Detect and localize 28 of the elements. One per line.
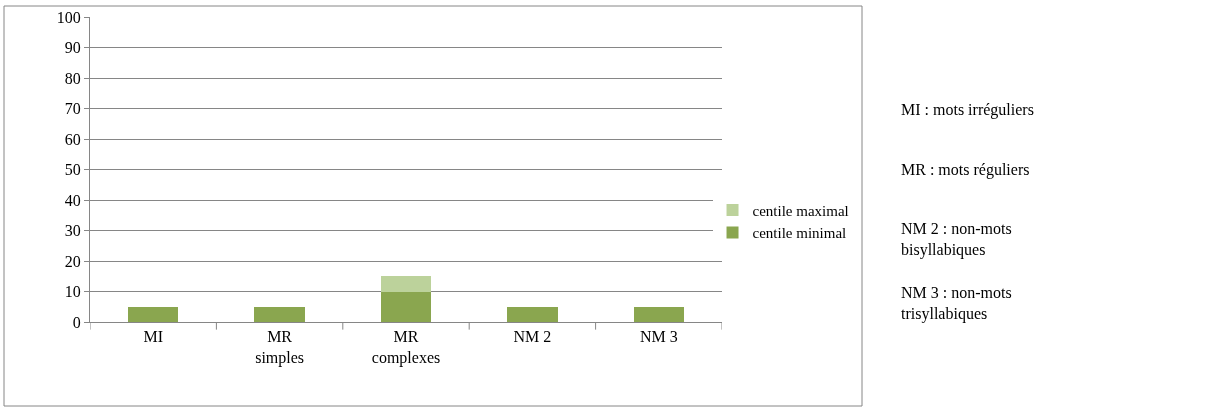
x-tick-label: MR complexes: [371, 328, 441, 367]
bar: [127, 306, 179, 322]
bar: [507, 306, 558, 322]
y-tick-label: 40: [64, 191, 81, 209]
legend-label: centile minimal: [752, 225, 847, 242]
x-tick-label: NM 2: [513, 328, 552, 346]
y-tick-label: 10: [64, 283, 81, 301]
y-tick-label: 80: [64, 69, 81, 87]
y-tick-label: 30: [64, 222, 81, 240]
y-tick-label: 20: [64, 252, 81, 270]
bar: [633, 306, 685, 322]
y-tick-label: 100: [56, 8, 81, 26]
y-tick-label: 50: [64, 161, 81, 179]
text: NM 2 : non-mots bisyllabiques: [901, 220, 1012, 259]
x-tick-label: NM 3: [639, 328, 678, 346]
y-tick-label: 70: [64, 100, 81, 118]
bar: [380, 291, 432, 322]
y-tick-label: 60: [64, 130, 81, 148]
text: NM 3 : non-mots trisyllabiques: [901, 284, 1012, 323]
legend-label: centile maximal: [752, 202, 849, 219]
y-tick-label: 90: [64, 39, 81, 57]
y-tick-label: 0: [72, 313, 81, 331]
bar: [380, 276, 432, 292]
bar: [254, 306, 305, 322]
text: MI : mots irréguliers: [901, 101, 1034, 119]
x-tick-label: MI: [143, 328, 163, 346]
x-tick-label: MR simples: [255, 328, 305, 367]
text: MR : mots réguliers: [901, 161, 1030, 179]
